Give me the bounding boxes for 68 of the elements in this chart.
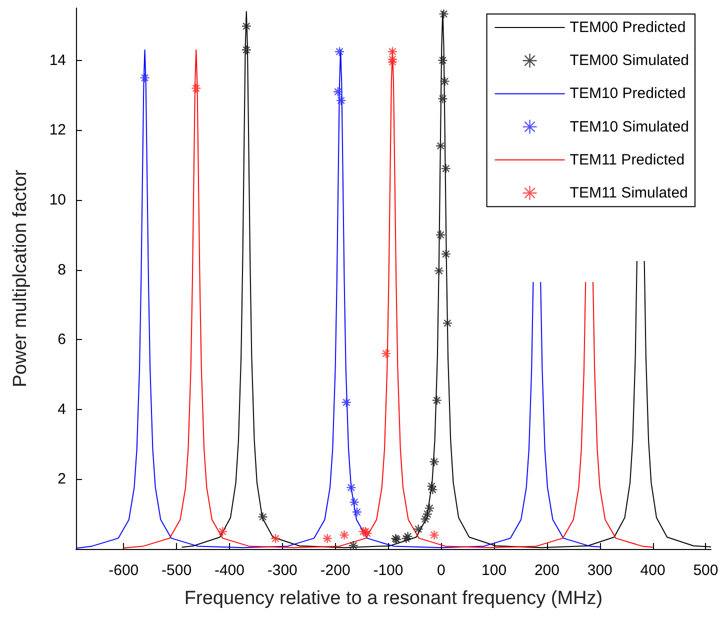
y-tick-label: 14 <box>49 52 66 69</box>
point <box>341 397 352 408</box>
point <box>422 508 432 520</box>
point <box>438 94 448 104</box>
point <box>346 482 356 493</box>
x-tick-label: -100 <box>373 562 404 579</box>
point <box>424 503 435 514</box>
point <box>429 456 440 467</box>
point <box>429 530 440 540</box>
point <box>191 83 202 94</box>
point <box>339 530 350 540</box>
point <box>432 395 442 406</box>
point <box>435 230 446 240</box>
point <box>387 57 398 68</box>
point <box>440 76 450 86</box>
y-tick-label: 8 <box>58 261 66 278</box>
x-tick-label: 0 <box>436 562 446 579</box>
point <box>434 266 444 276</box>
y-axis-title: Power multiplcation factor <box>10 169 31 388</box>
legend-label: TEM00 Simulated <box>570 52 689 70</box>
point <box>387 46 398 57</box>
point <box>348 540 358 551</box>
x-axis-title: Frequency relative to a resonant frequency (MHz) <box>184 588 603 609</box>
point <box>334 46 345 57</box>
point <box>420 514 430 524</box>
point <box>442 318 453 328</box>
point <box>322 533 332 544</box>
point <box>438 8 449 20</box>
x-tick-label: 400 <box>640 562 666 579</box>
point <box>426 481 437 492</box>
point <box>140 72 150 83</box>
legend-label: TEM10 Predicted <box>570 85 686 102</box>
point <box>349 497 360 508</box>
point <box>387 54 398 64</box>
point <box>258 512 268 522</box>
x-tick-label: 100 <box>482 562 507 579</box>
x-tick-label: -600 <box>108 562 139 579</box>
point <box>440 248 451 260</box>
point <box>413 524 424 534</box>
x-tick-label: 300 <box>587 562 612 579</box>
y-tick-label: 12 <box>49 122 66 139</box>
legend-label: TEM10 Simulated <box>570 118 689 136</box>
point <box>435 140 446 151</box>
point <box>438 55 448 66</box>
y-tick-label: 10 <box>49 191 66 208</box>
point <box>332 86 344 97</box>
y-tick-label: 2 <box>58 470 66 488</box>
point <box>241 21 252 32</box>
point <box>440 163 451 174</box>
point <box>217 526 228 537</box>
x-tick-label: -400 <box>214 562 244 579</box>
x-tick-label: 200 <box>534 562 560 579</box>
point <box>352 506 362 518</box>
point <box>241 44 252 55</box>
point <box>270 533 281 544</box>
point <box>428 484 438 495</box>
legend-label: TEM11 Predicted <box>570 151 685 168</box>
point <box>380 348 392 359</box>
x-tick-label: 500 <box>693 562 718 579</box>
x-tick-label: -500 <box>162 562 192 579</box>
x-tick-label: -200 <box>320 562 350 579</box>
point <box>358 526 368 537</box>
point <box>336 95 346 106</box>
legend-label: TEM00 Predicted <box>570 19 686 36</box>
legend-label: TEM11 Simulated <box>570 184 688 202</box>
y-tick-label: 6 <box>58 331 66 348</box>
x-tick-label: -300 <box>267 562 298 579</box>
y-tick-label: 4 <box>58 400 66 418</box>
